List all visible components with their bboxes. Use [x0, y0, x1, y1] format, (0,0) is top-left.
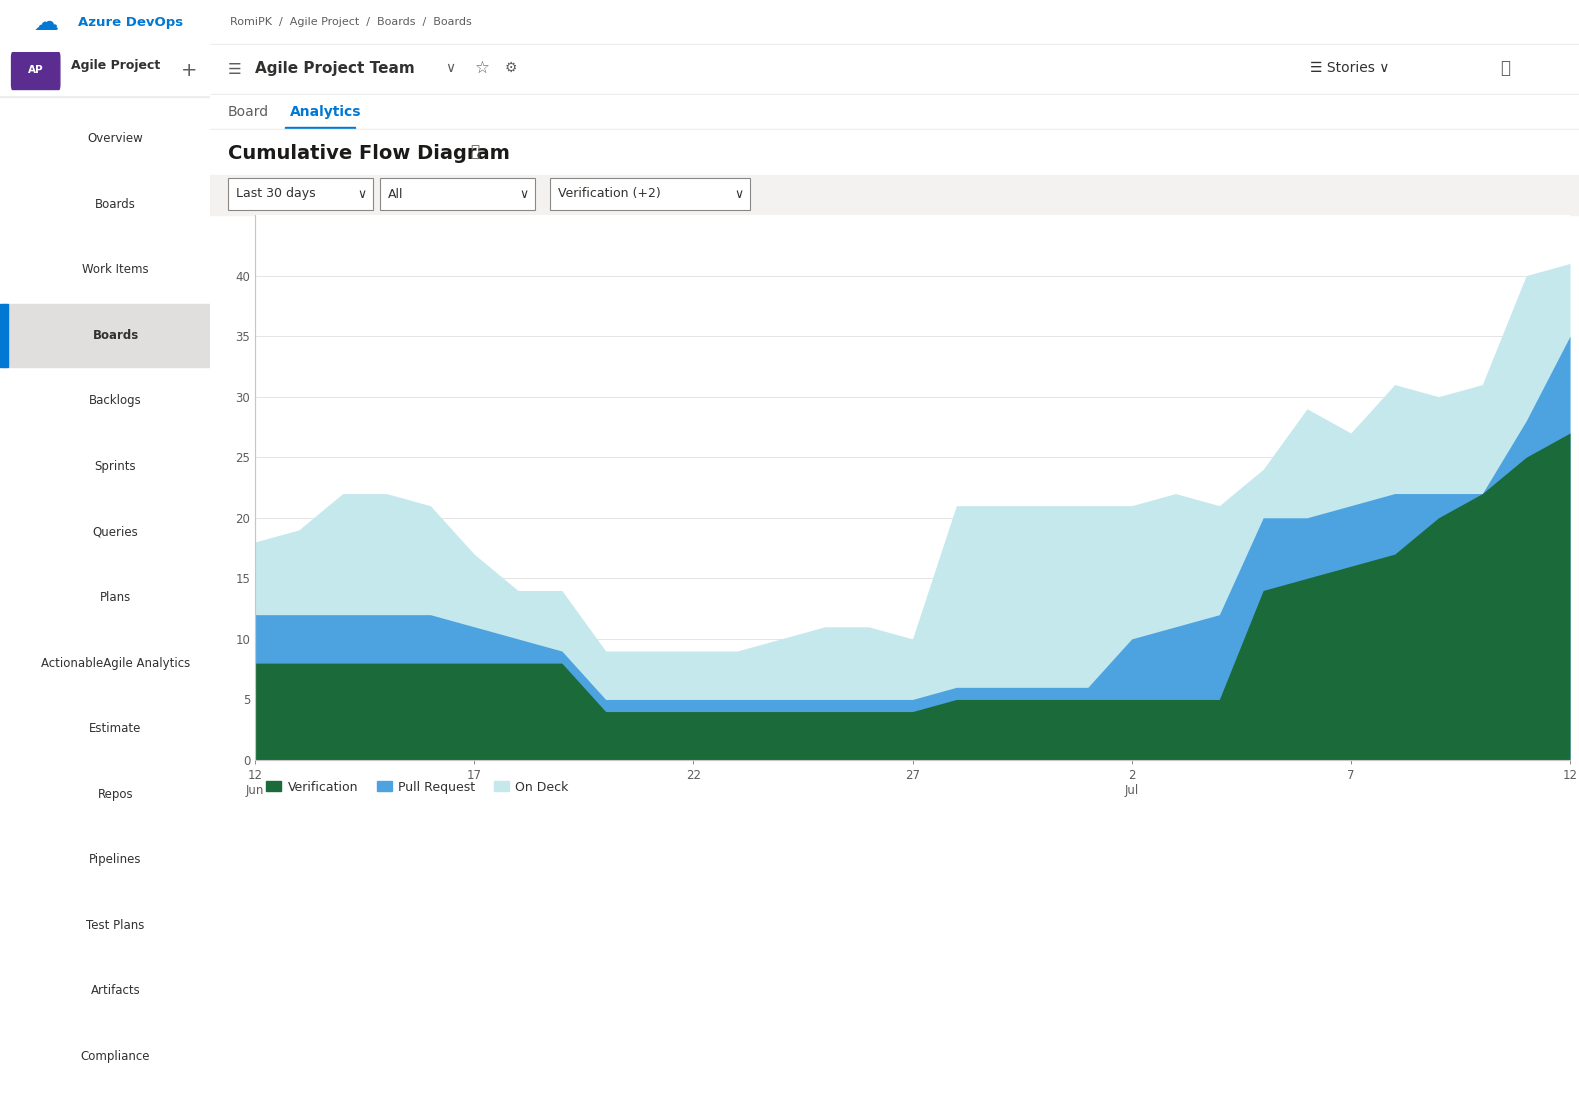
Text: ∨: ∨	[357, 187, 366, 200]
Text: Boards: Boards	[95, 198, 136, 211]
Bar	[0, 0, 210, 45]
Text: ☰: ☰	[227, 63, 242, 77]
Text: Test Plans: Test Plans	[87, 918, 145, 932]
Text: Sprints: Sprints	[95, 460, 136, 473]
FancyBboxPatch shape	[11, 53, 60, 89]
Text: ∨: ∨	[445, 60, 455, 75]
Text: Boards: Boards	[93, 329, 139, 342]
Bar	[0, 304, 8, 366]
Text: Last 30 days: Last 30 days	[235, 187, 316, 200]
Text: Azure DevOps: Azure DevOps	[77, 16, 183, 29]
Text: ⓘ: ⓘ	[471, 144, 478, 159]
Text: Agile Project Team: Agile Project Team	[254, 60, 415, 76]
FancyBboxPatch shape	[549, 178, 750, 210]
Bar	[284, 128, 355, 130]
Bar	[210, 175, 1579, 214]
Text: All: All	[388, 187, 404, 200]
Bar	[0, 95, 210, 97]
Text: +: +	[180, 60, 197, 79]
Text: AP: AP	[28, 65, 44, 75]
Text: ActionableAgile Analytics: ActionableAgile Analytics	[41, 657, 189, 670]
Text: Pipelines: Pipelines	[90, 854, 142, 866]
Text: Plans: Plans	[99, 591, 131, 604]
Text: Compliance: Compliance	[81, 1049, 150, 1063]
Text: Overview: Overview	[87, 132, 144, 145]
Text: ⚙: ⚙	[505, 60, 518, 75]
Text: Queries: Queries	[93, 526, 139, 539]
Text: Last 30 days: Last 30 days	[261, 229, 335, 242]
FancyBboxPatch shape	[381, 178, 535, 210]
Text: ∨: ∨	[734, 187, 744, 200]
Bar	[0, 45, 210, 95]
Text: Cumulative Flow Diagram: Cumulative Flow Diagram	[227, 143, 510, 163]
Text: ☁: ☁	[33, 11, 58, 34]
Text: Board: Board	[227, 104, 268, 119]
Bar	[210, 0, 1579, 45]
Text: Estimate: Estimate	[90, 722, 142, 735]
Legend: Verification, Pull Request, On Deck: Verification, Pull Request, On Deck	[261, 776, 573, 799]
Text: Verification (+2): Verification (+2)	[557, 187, 660, 200]
Text: Analytics: Analytics	[291, 104, 362, 119]
Text: Work Items: Work Items	[82, 263, 148, 276]
Text: Backlogs: Backlogs	[88, 395, 142, 407]
Bar	[210, 95, 1579, 130]
Bar	[210, 45, 1579, 95]
Bar	[210, 130, 1579, 175]
Text: Repos: Repos	[98, 788, 133, 801]
Text: RomiPK  /  Agile Project  /  Boards  /  Boards: RomiPK / Agile Project / Boards / Boards	[231, 16, 472, 28]
Text: ☆: ☆	[475, 59, 489, 77]
Text: ∨: ∨	[519, 187, 527, 200]
Text: Agile Project: Agile Project	[71, 59, 159, 73]
Text: ☰ Stories ∨: ☰ Stories ∨	[1311, 60, 1390, 75]
Bar	[0, 304, 210, 366]
Text: ⛶: ⛶	[1500, 59, 1510, 77]
Text: Artifacts: Artifacts	[90, 984, 141, 998]
FancyBboxPatch shape	[227, 178, 373, 210]
